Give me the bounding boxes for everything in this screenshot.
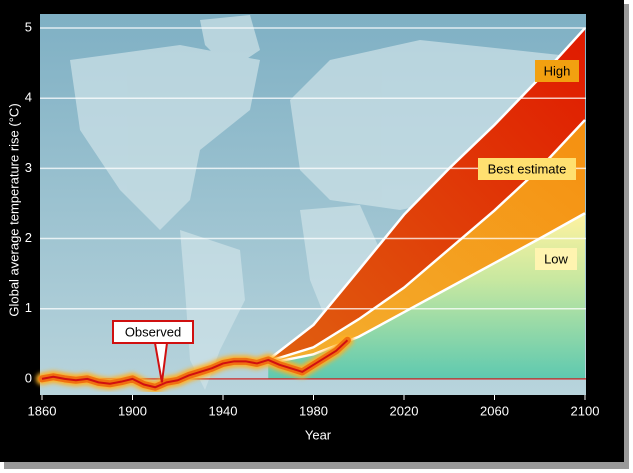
x-tick-label: 1940 (209, 403, 238, 418)
series-label: Observed (125, 324, 181, 339)
y-axis-label: Global average temperature rise (°C) (6, 103, 21, 316)
x-axis-label: Year (305, 427, 332, 442)
band-fill (268, 28, 585, 362)
y-tick-label: 3 (25, 160, 32, 175)
band-fill (268, 119, 585, 364)
map-decoration (70, 15, 570, 390)
x-tick-label: 2100 (571, 403, 600, 418)
line (268, 212, 586, 365)
series-label: Best estimate (488, 161, 567, 176)
y-tick-label: 0 (25, 370, 32, 385)
line-core (41, 339, 349, 389)
y-tick-label: 2 (25, 230, 32, 245)
x-tick-label: 2020 (390, 403, 419, 418)
label-box (112, 320, 194, 344)
series-label: High (544, 63, 571, 78)
y-tick-label: 5 (25, 19, 32, 34)
line (267, 27, 586, 361)
x-tick-label: 1860 (28, 403, 57, 418)
label-box (535, 60, 579, 82)
x-tick-label: 1900 (118, 403, 147, 418)
label-box (535, 248, 577, 270)
x-tick-label: 2060 (480, 403, 509, 418)
series-label: Low (544, 251, 568, 266)
y-tick-label: 4 (25, 90, 32, 105)
y-tick-label: 1 (25, 300, 32, 315)
x-tick-label: 1980 (299, 403, 328, 418)
band-fill (268, 213, 585, 379)
label-box (478, 158, 576, 180)
